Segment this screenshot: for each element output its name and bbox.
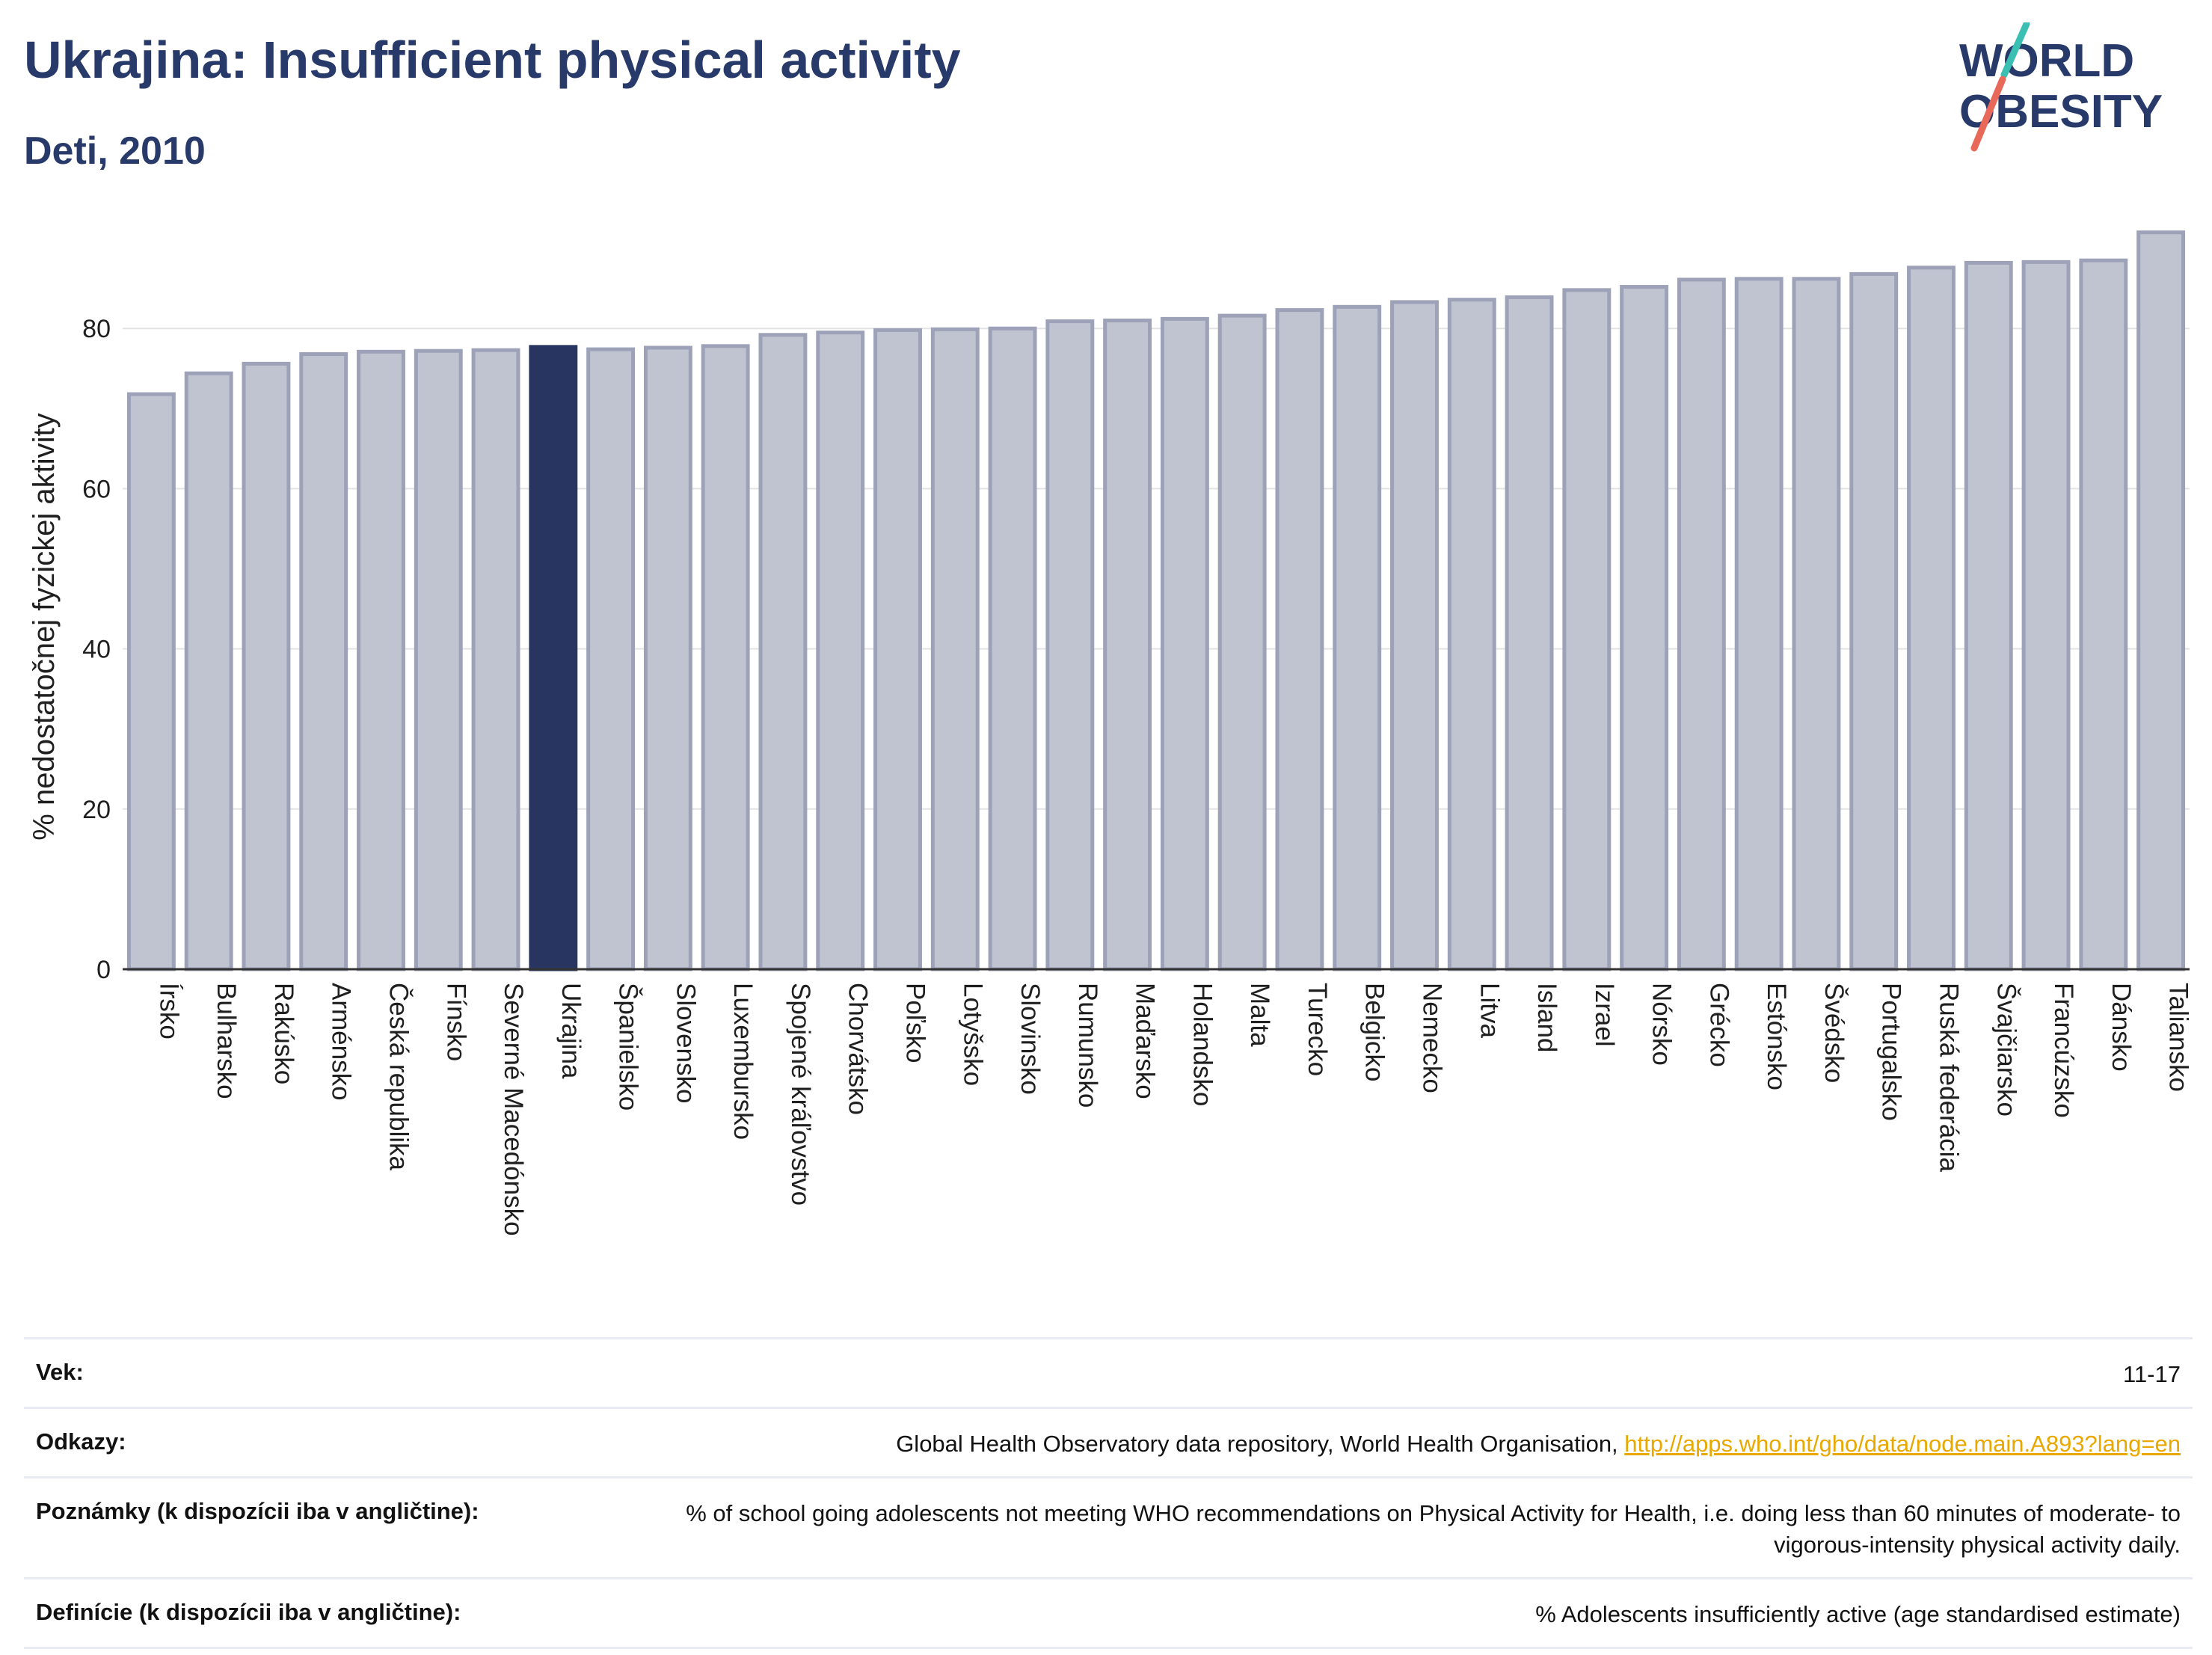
chart-subtitle: Deti, 2010 — [24, 129, 206, 173]
x-tick-label: Grécko — [1704, 983, 1733, 1067]
bar — [1734, 277, 1784, 971]
x-tick-label: Taliansko — [2164, 983, 2193, 1092]
x-tick-label: Malta — [1245, 983, 1274, 1047]
bar — [1505, 295, 1554, 971]
x-tick-label: Poľsko — [901, 983, 930, 1063]
x-tick-label: Spojené kráľovstvo — [786, 983, 815, 1206]
bar — [701, 344, 750, 971]
x-tick-label: Portugalsko — [1877, 983, 1906, 1121]
reference-link[interactable]: http://apps.who.int/gho/data/node.main.A… — [1624, 1431, 2181, 1457]
x-tick-label: Nórsko — [1647, 983, 1677, 1066]
bar — [1160, 316, 1209, 971]
bar — [1677, 277, 1726, 971]
bar — [242, 361, 291, 971]
x-tick-label: Izrael — [1590, 983, 1619, 1047]
x-tick-label: Lotyšsko — [958, 983, 987, 1086]
x-tick-label: Belgicko — [1360, 983, 1389, 1081]
x-tick-label: Holandsko — [1188, 983, 1217, 1106]
y-axis-label: % nedostatočnej fyzickej aktivity — [28, 413, 61, 840]
bar — [930, 327, 980, 971]
bar — [816, 331, 865, 971]
bar — [758, 333, 808, 971]
bar — [1849, 271, 1899, 971]
x-tick-label: Luxembursko — [728, 983, 758, 1140]
info-key: Poznámky (k dispozícii iba v angličtine)… — [36, 1498, 479, 1524]
bar — [2136, 230, 2186, 971]
bar — [873, 328, 922, 971]
bar — [299, 351, 348, 971]
x-tick-label: Arménsko — [327, 983, 356, 1101]
x-tick-label: Litva — [1475, 983, 1504, 1038]
info-key: Vek: — [36, 1359, 84, 1385]
x-tick-label: Rumunsko — [1073, 983, 1102, 1108]
x-tick-label: Slovensko — [671, 983, 700, 1103]
bar — [1792, 277, 1841, 971]
y-tick-label: 40 — [82, 636, 111, 664]
bar — [357, 349, 405, 971]
x-tick-label: Estónsko — [1762, 983, 1791, 1090]
bar — [1045, 319, 1095, 971]
bar — [1217, 313, 1267, 971]
info-row-definitions: Definície (k dispozícii iba v angličtine… — [24, 1577, 2193, 1649]
x-tick-label: Dánsko — [2107, 983, 2136, 1072]
info-table: Vek: 11-17 Odkazy: Global Health Observa… — [24, 1337, 2193, 1649]
bar — [1620, 285, 1669, 971]
y-tick-label: 20 — [82, 796, 111, 824]
bar — [1447, 298, 1496, 971]
y-tick-label: 0 — [96, 956, 111, 984]
info-key: Definície (k dispozícii iba v angličtine… — [36, 1599, 461, 1625]
bar — [1562, 288, 1612, 971]
info-key: Odkazy: — [36, 1428, 126, 1455]
y-tick-label: 80 — [82, 315, 111, 343]
x-tick-label: Rakúsko — [269, 983, 298, 1084]
bar — [1333, 304, 1382, 971]
bar — [414, 348, 463, 971]
bar — [1103, 319, 1152, 971]
x-tick-label: Švédsko — [1819, 983, 1849, 1083]
x-tick-label: Ruská federácia — [1935, 983, 1964, 1172]
bar-highlight — [529, 345, 578, 971]
bar — [184, 371, 233, 971]
x-tick-label: Maďarsko — [1131, 983, 1160, 1099]
x-tick-label: Severné Macedónsko — [499, 983, 528, 1236]
info-row-notes: Poznámky (k dispozícii iba v angličtine)… — [24, 1476, 2193, 1577]
info-row-references: Odkazy: Global Health Observatory data r… — [24, 1407, 2193, 1476]
bar — [471, 348, 520, 971]
svg-text:WORLD: WORLD — [1959, 35, 2134, 87]
bar — [2079, 258, 2128, 971]
x-tick-label: Ukrajina — [556, 983, 586, 1079]
info-value: 11-17 — [2123, 1361, 2181, 1387]
bar — [643, 346, 692, 971]
x-tick-label: Fínsko — [441, 983, 470, 1061]
reference-text: Global Health Observatory data repositor… — [896, 1431, 1625, 1457]
x-tick-label: Česká republika — [384, 983, 414, 1170]
x-tick-label: Bulharsko — [212, 983, 241, 1099]
x-tick-label: Island — [1532, 983, 1561, 1052]
bar — [1907, 265, 1956, 971]
x-tick-label: Slovinsko — [1016, 983, 1045, 1095]
x-tick-label: Nemecko — [1418, 983, 1447, 1093]
bar — [126, 392, 176, 971]
x-tick-label: Turecko — [1303, 983, 1332, 1076]
bar — [1390, 300, 1439, 971]
info-value: % Adolescents insufficiently active (age… — [1535, 1601, 2181, 1627]
info-value: Global Health Observatory data repositor… — [896, 1428, 2181, 1460]
world-obesity-logo: WORLD OBESITY — [1959, 22, 2163, 152]
bar — [1964, 260, 2013, 971]
bar — [2021, 260, 2071, 971]
info-row-age: Vek: 11-17 — [24, 1337, 2193, 1407]
info-value: % of school going adolescents not meetin… — [686, 1500, 2181, 1558]
x-tick-label: Írsko — [154, 983, 183, 1040]
x-tick-label: Švajčiarsko — [1991, 983, 2021, 1117]
y-tick-label: 60 — [82, 475, 111, 503]
chart-title: Ukrajina: Insufficient physical activity — [24, 31, 961, 89]
bar-chart: 0 20 40 60 80 Írsko Bulharsko Rakúsko Arménsko Če… — [28, 230, 2193, 1236]
x-tick-label: Chorvátsko — [844, 983, 873, 1115]
bar — [586, 347, 636, 971]
x-tick-label: Francúzsko — [2049, 983, 2078, 1118]
bar — [1275, 308, 1324, 971]
bar — [988, 326, 1037, 971]
x-tick-label: Španielsko — [614, 983, 643, 1111]
